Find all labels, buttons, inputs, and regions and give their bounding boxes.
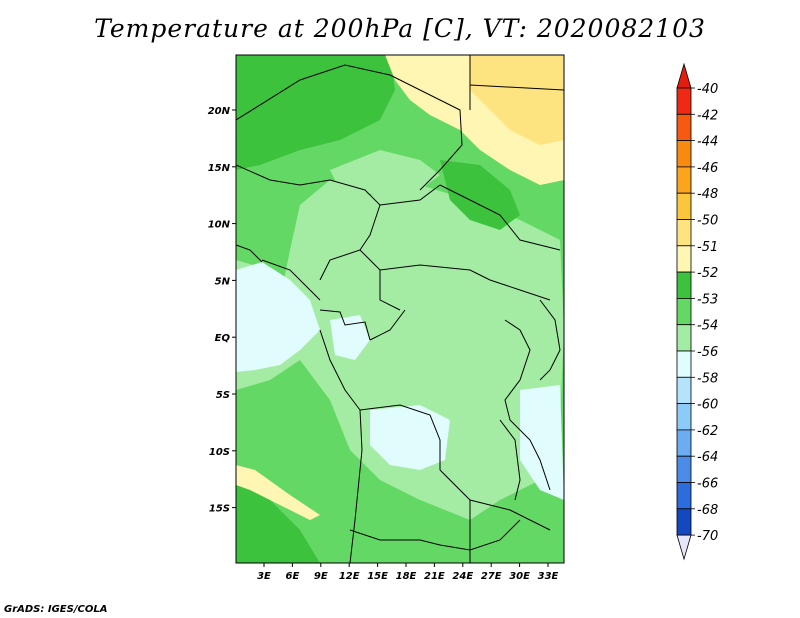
lon-label: 9E bbox=[314, 571, 328, 582]
lon-label: 18E bbox=[396, 571, 417, 582]
lon-label: 6E bbox=[286, 571, 300, 582]
colorbar-segment bbox=[676, 87, 692, 115]
map-frame bbox=[235, 54, 565, 564]
latitude-axis: 20N 15N 10N 5N EQ 5S 10S 15S bbox=[208, 106, 236, 515]
lat-label: 20N bbox=[208, 106, 231, 117]
colorbar-label: -56 bbox=[697, 345, 718, 360]
colorbar-label: -51 bbox=[697, 240, 718, 255]
lon-label: 12E bbox=[339, 571, 360, 582]
lat-label: 15N bbox=[208, 163, 231, 174]
lon-label: 27E bbox=[481, 571, 502, 582]
lon-label: 21E bbox=[424, 571, 445, 582]
lon-label: 15E bbox=[367, 571, 388, 582]
colorbar-top-cap bbox=[676, 62, 692, 89]
lon-label: 30E bbox=[509, 571, 530, 582]
colorbar-segment bbox=[676, 192, 692, 220]
lat-label: 15S bbox=[209, 504, 230, 515]
colorbar-segment bbox=[676, 429, 692, 457]
field-region-a bbox=[280, 180, 564, 520]
lon-label: 24E bbox=[452, 571, 473, 582]
colorbar-label: -68 bbox=[697, 503, 718, 518]
colorbar-label: -66 bbox=[697, 477, 718, 492]
lat-label: 10S bbox=[209, 447, 230, 458]
colorbar-segment bbox=[676, 297, 692, 326]
field-region-h bbox=[470, 55, 564, 145]
map-title: Temperature at 200hPa [C], VT: 202008210… bbox=[94, 14, 706, 43]
colorbar-segment bbox=[676, 350, 692, 378]
field-region-b bbox=[330, 150, 440, 195]
lat-label: 10N bbox=[208, 220, 231, 231]
field-region-e bbox=[440, 160, 520, 230]
field-region-m bbox=[520, 385, 564, 500]
colorbar-segment bbox=[676, 166, 692, 194]
colorbar-segment bbox=[676, 219, 692, 247]
colorbar-label: -44 bbox=[697, 135, 718, 150]
lon-label: 33E bbox=[538, 571, 559, 582]
field-region-d bbox=[236, 55, 395, 170]
colorbar-segment bbox=[676, 508, 692, 536]
colorbar-label: -60 bbox=[697, 398, 718, 413]
grads-credit: GrADS: IGES/COLA bbox=[4, 604, 108, 615]
field-region-i bbox=[236, 465, 320, 520]
colorbar-label: -54 bbox=[697, 319, 718, 334]
colorbar-segment bbox=[676, 324, 692, 352]
colorbar-segment bbox=[676, 113, 692, 142]
colorbar-label: -52 bbox=[697, 266, 718, 281]
colorbar-bottom-cap bbox=[676, 534, 692, 561]
colorbar-label: -50 bbox=[697, 214, 718, 229]
field-region-k bbox=[330, 315, 370, 360]
colorbar-segment bbox=[676, 455, 692, 483]
longitude-axis: 3E 6E 9E 12E 15E 18E 21E 24E 27E 30E 33E bbox=[257, 563, 559, 582]
field-region-l bbox=[370, 405, 450, 470]
colorbar-label: -64 bbox=[697, 450, 718, 465]
colorbar-label: -46 bbox=[697, 161, 718, 176]
colorbar-segment bbox=[676, 140, 692, 168]
colorbar-segment bbox=[676, 482, 692, 510]
country-borders bbox=[236, 55, 564, 563]
colorbar-segment bbox=[676, 403, 692, 431]
colorbar-label: -42 bbox=[697, 108, 718, 123]
colorbar-segment bbox=[676, 376, 692, 404]
colorbar-segment bbox=[676, 245, 692, 273]
temperature-field bbox=[236, 55, 564, 563]
colorbar-segment bbox=[676, 271, 692, 299]
colorbar-label: -48 bbox=[697, 187, 718, 202]
colorbar-label: -53 bbox=[697, 292, 718, 307]
colorbar-label: -62 bbox=[697, 424, 718, 439]
colorbar-label: -40 bbox=[697, 82, 718, 97]
field-region-j bbox=[236, 262, 320, 372]
lat-label: 5N bbox=[215, 276, 231, 287]
lat-label: 5S bbox=[216, 390, 230, 401]
colorbar-label: -58 bbox=[697, 371, 718, 386]
lon-label: 3E bbox=[257, 571, 271, 582]
field-region-f bbox=[236, 480, 320, 563]
lat-label: EQ bbox=[215, 333, 231, 344]
colorbar: -40 -42 -44 -46 -48 -50 -51 -52 -53 -54 -56 -58 -60 -… bbox=[676, 62, 718, 561]
colorbar-label: -70 bbox=[697, 529, 718, 544]
